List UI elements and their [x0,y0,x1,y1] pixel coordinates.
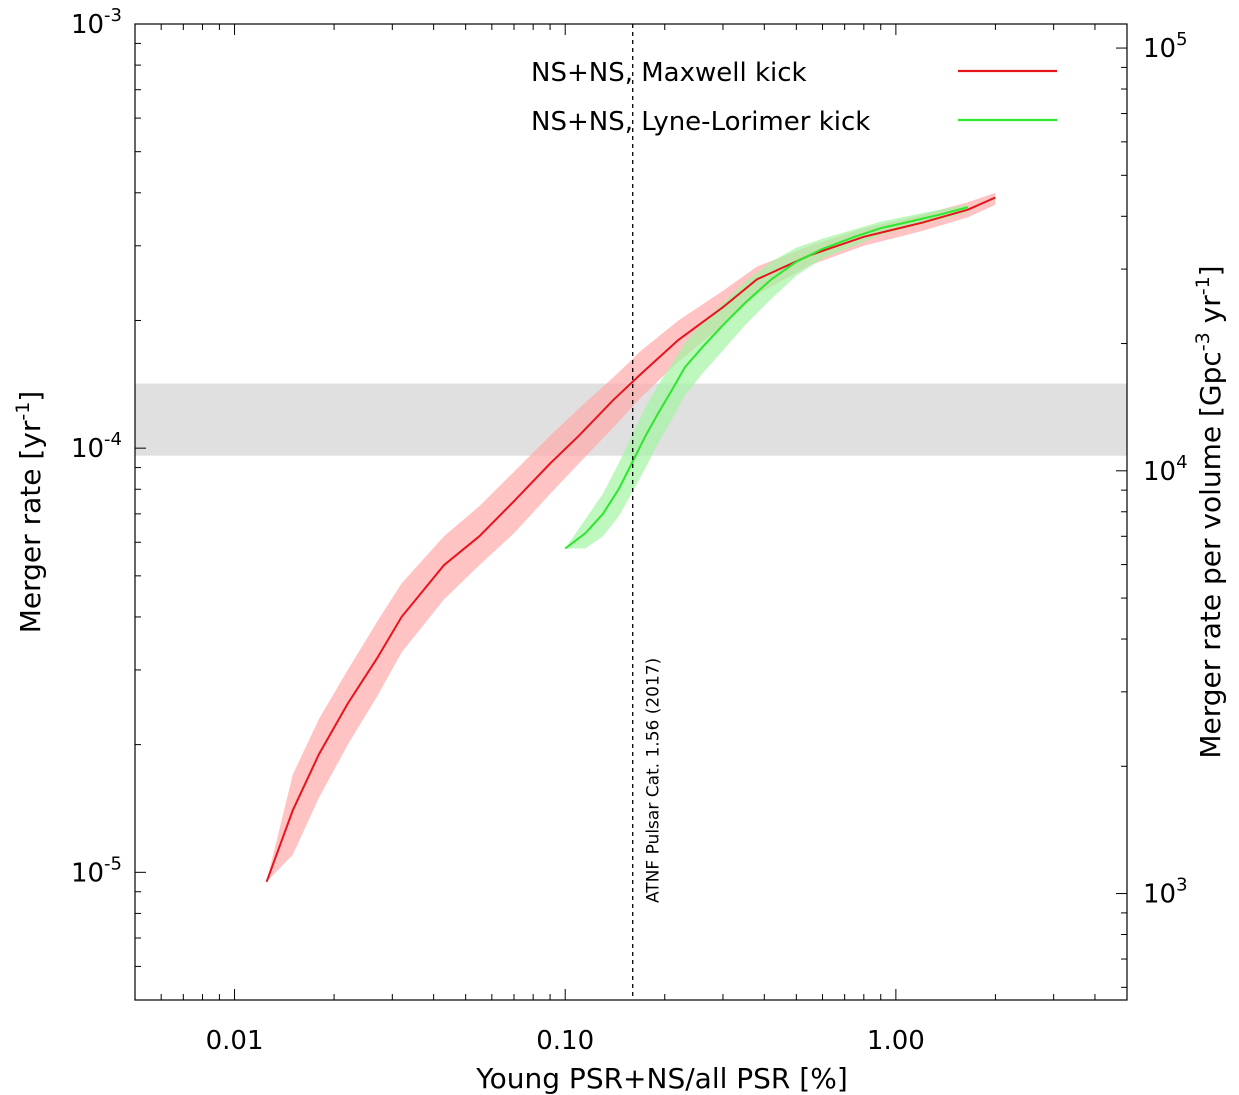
series-lines [265,196,996,883]
y2-tick-label-base: 10 [1143,880,1176,910]
y-tick-label-exponent: -5 [104,853,122,874]
right-y-axis-label-sup1: -3 [1192,332,1214,351]
y2-tick-label-exponent: 4 [1176,452,1187,473]
y2-tick-label: 104 [1143,452,1188,487]
y2-tick-label-exponent: 5 [1176,29,1187,50]
y2-tick-label-base: 10 [1143,34,1176,64]
series-line-lyne-lorimer [564,206,969,550]
y2-tick-label-base: 10 [1143,457,1176,487]
y2-tick-label: 105 [1143,29,1188,64]
right-y-axis-label-mid: yr [1194,295,1227,332]
right-y-axis-label-end: ] [1194,265,1227,276]
error-band-lyne-lorimer [565,204,968,549]
right-y-axis-label-sup2: -1 [1192,276,1214,295]
y-tick-label: 10-3 [71,5,122,40]
y2-tick-label: 103 [1143,875,1188,910]
y-tick-label: 10-4 [71,429,122,464]
y-tick-label: 10-5 [71,853,122,888]
error-band-maxwell [266,192,996,882]
x-tick-label: 0.01 [206,1026,264,1056]
axis-ticks [134,23,1128,1001]
right-y-axis-label: Merger rate per volume [Gpc-3 yr-1] [1192,265,1227,758]
y-tick-label-exponent: -3 [104,5,122,26]
y-axis-label-main: Merger rate [yr [14,420,47,633]
reference-line-label: ATNF Pulsar Cat. 1.56 (2017) [644,658,664,903]
y-tick-label-base: 10 [71,858,104,888]
legend: NS+NS, Maxwell kick NS+NS, Lyne-Lorimer … [531,58,1057,137]
x-tick-label: 1.00 [867,1026,925,1056]
y-axis-label-sup: -1 [12,402,34,421]
y-axis-label: Merger rate [yr-1] [12,391,47,634]
y-tick-label-exponent: -4 [104,429,122,450]
series-line-maxwell [265,196,996,883]
x-axis-label: Young PSR+NS/all PSR [%] [475,1062,848,1095]
legend-label-lyne-lorimer: NS+NS, Lyne-Lorimer kick [531,107,870,137]
right-y-axis-label-main: Merger rate per volume [Gpc [1194,351,1227,758]
x-tick-label: 0.10 [536,1026,594,1056]
error-bands [266,192,996,882]
y2-tick-label-exponent: 3 [1176,875,1187,896]
y-tick-label-base: 10 [71,434,104,464]
y-tick-label-base: 10 [71,10,104,40]
legend-label-maxwell: NS+NS, Maxwell kick [531,58,807,88]
y-axis-label-end: ] [14,391,47,402]
